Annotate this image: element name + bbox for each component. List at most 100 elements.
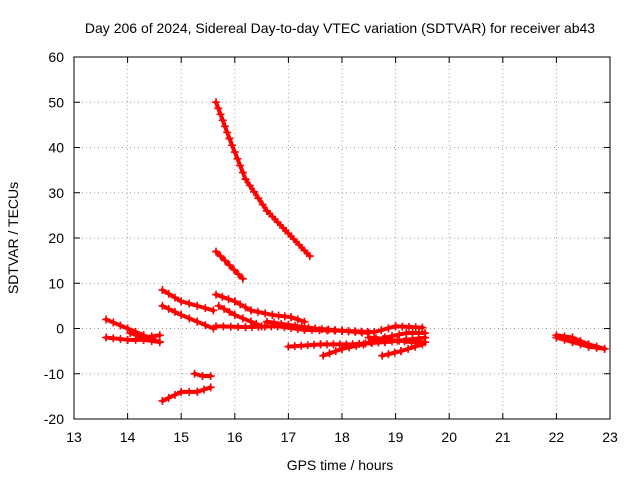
data-point (331, 347, 340, 356)
data-point (238, 274, 247, 283)
data-point (331, 326, 340, 335)
x-axis-title: GPS time / hours (287, 457, 394, 473)
data-point (300, 246, 309, 255)
data-point (170, 390, 179, 399)
y-axis-ticks: -20 -10 0 10 20 30 40 50 60 (44, 49, 610, 427)
data-point (177, 297, 186, 306)
data-point (384, 350, 393, 359)
data-point (370, 328, 379, 337)
data-point (193, 301, 202, 310)
data-point (233, 154, 242, 163)
x-tick-label: 19 (388, 429, 404, 445)
y-tick-label: 0 (56, 321, 64, 337)
data-point (398, 322, 407, 331)
x-tick-label: 17 (281, 429, 297, 445)
data-point (230, 310, 239, 319)
data-point (220, 304, 229, 313)
data-point (311, 324, 320, 333)
y-tick-label: -10 (44, 366, 64, 382)
data-point (212, 322, 221, 331)
data-point (234, 270, 243, 279)
data-point (155, 338, 164, 347)
data-point (226, 322, 235, 331)
data-point (560, 335, 569, 344)
x-tick-label: 13 (66, 429, 82, 445)
chart-title: Day 206 of 2024, Sidereal Day-to-day VTE… (85, 20, 595, 36)
x-tick-label: 18 (334, 429, 350, 445)
data-point (158, 396, 167, 405)
data-point (220, 256, 229, 265)
data-point (245, 181, 254, 190)
data-point (377, 326, 386, 335)
data-point (155, 331, 164, 340)
data-point (418, 323, 427, 332)
data-point (177, 310, 186, 319)
series-track-3 (158, 286, 218, 315)
data-point (230, 148, 239, 157)
data-point (404, 344, 413, 353)
data-point (411, 323, 420, 332)
data-point (262, 206, 271, 215)
data-point (414, 338, 423, 347)
data-point (158, 286, 167, 295)
data-point (193, 387, 202, 396)
data-point (214, 104, 223, 113)
data-point (600, 344, 609, 353)
x-tick-label: 21 (495, 429, 511, 445)
data-point (364, 333, 373, 342)
data-point (102, 315, 111, 324)
data-point (109, 334, 118, 343)
data-point (234, 322, 243, 331)
data-point (228, 141, 237, 150)
series-track-14 (378, 340, 427, 360)
x-tick-label: 16 (227, 429, 243, 445)
data-point (198, 372, 207, 381)
data-point (170, 293, 179, 302)
data-point (338, 344, 346, 353)
series-track-1 (212, 98, 314, 261)
x-tick-label: 14 (120, 429, 136, 445)
data-point (185, 314, 194, 323)
y-tick-label: 50 (48, 94, 64, 110)
data-point (324, 325, 333, 334)
x-tick-label: 22 (549, 429, 565, 445)
data-point (185, 299, 194, 308)
y-tick-label: -20 (44, 411, 64, 427)
data-point (201, 304, 210, 313)
data-point (164, 289, 173, 298)
series-track-15 (364, 333, 430, 347)
data-point (216, 252, 225, 261)
data-point (325, 349, 334, 358)
data-point (116, 321, 125, 330)
data-point (390, 348, 399, 357)
data-point (391, 322, 400, 331)
data-point (352, 341, 361, 350)
data-point (384, 324, 393, 333)
data-point (193, 317, 202, 326)
data-point (123, 324, 132, 333)
data-point (177, 387, 186, 396)
y-tick-label: 40 (48, 140, 64, 156)
series-track-2 (212, 247, 247, 283)
data-point (407, 338, 416, 347)
data-point (258, 200, 267, 209)
data-point (351, 327, 360, 336)
data-point (552, 333, 561, 342)
data-point (250, 187, 259, 196)
data-point (291, 321, 300, 330)
data-point (126, 329, 135, 338)
gridlines (74, 57, 610, 419)
data-point (206, 383, 215, 392)
data-point (568, 338, 577, 347)
data-point (400, 337, 409, 346)
data-point (230, 297, 239, 306)
data-point (277, 319, 286, 328)
x-tick-label: 20 (441, 429, 457, 445)
data-point (268, 212, 277, 221)
data-point (254, 194, 263, 203)
data-point (132, 331, 141, 340)
data-point (262, 317, 271, 326)
data-point (304, 323, 313, 332)
data-point (319, 351, 328, 360)
